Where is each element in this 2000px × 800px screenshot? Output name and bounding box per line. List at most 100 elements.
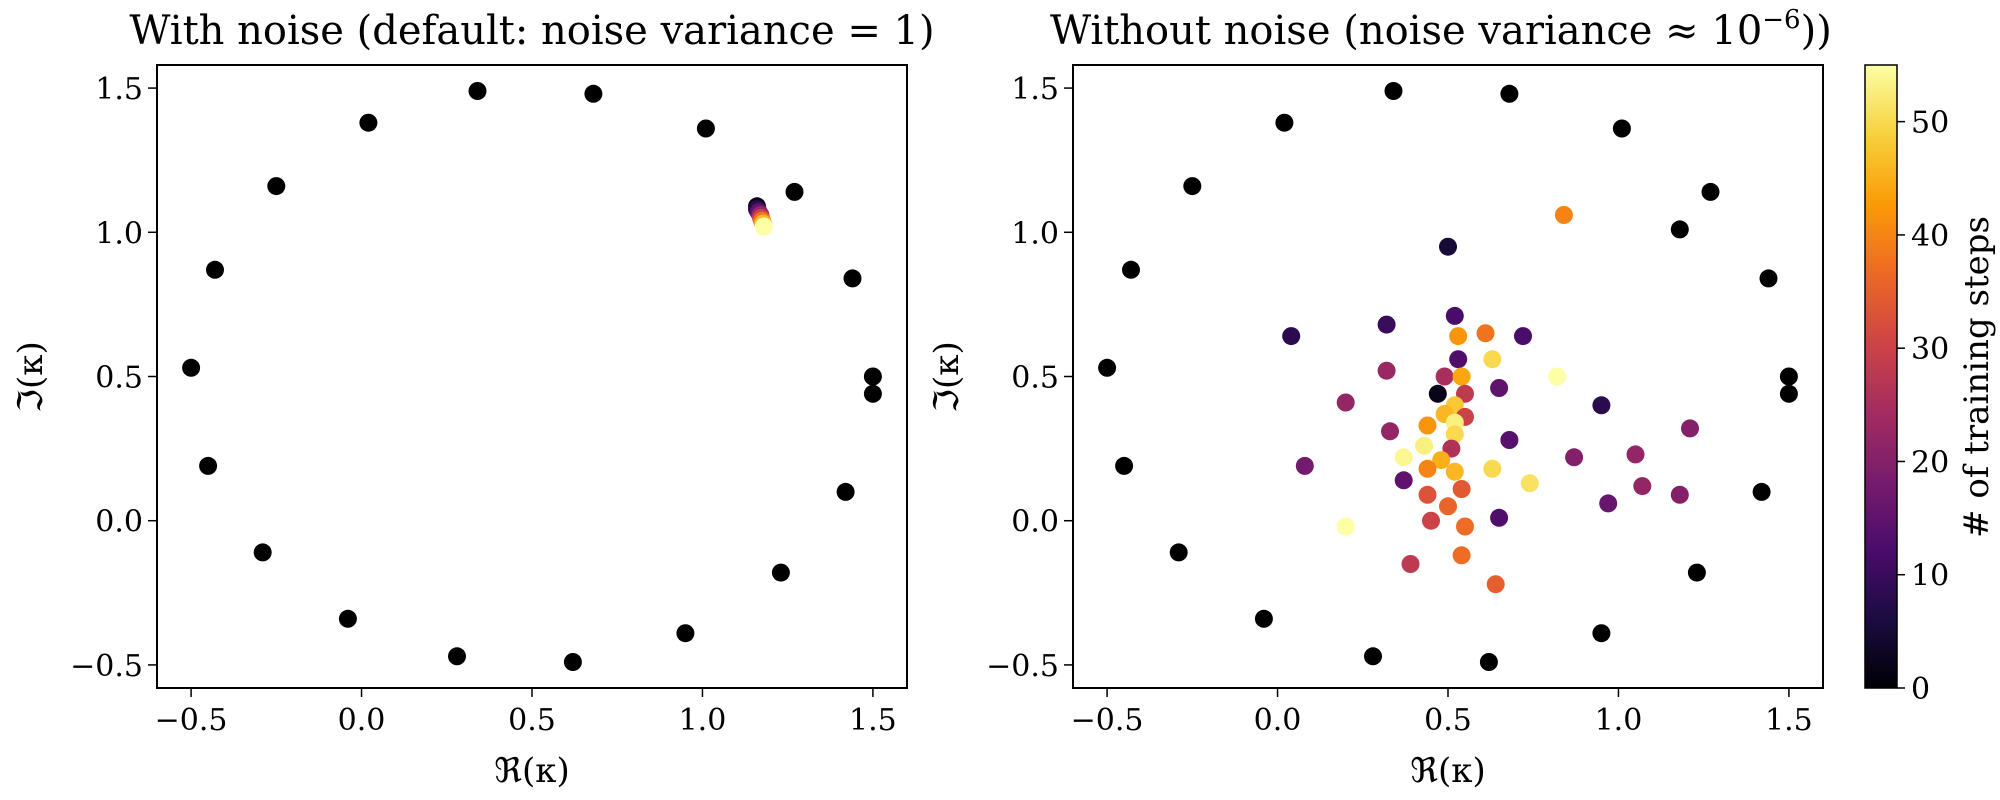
eigenvalue-point	[771, 563, 790, 582]
y-tick-label: 0.0	[1011, 505, 1059, 540]
eigenvalue-point	[584, 84, 603, 103]
training-step-point	[1626, 445, 1645, 464]
training-step-point	[1633, 477, 1652, 496]
x-tick-label: 0.5	[508, 703, 556, 738]
colorbar-tick-label: 30	[1911, 332, 1949, 367]
plot-area-frame	[156, 64, 908, 689]
eigenvalue-point	[1275, 113, 1294, 132]
training-step-point	[1401, 555, 1420, 573]
eigenvalue-point	[863, 367, 882, 386]
training-step-point	[1282, 327, 1301, 346]
training-step-point	[1432, 451, 1451, 470]
eigenvalue-point	[267, 177, 286, 196]
colorbar-tick-label: 40	[1911, 219, 1949, 254]
eigenvalue-point	[1592, 624, 1611, 643]
training-step-point	[1500, 431, 1519, 449]
eigenvalue-point	[1479, 653, 1498, 671]
training-step-point	[1295, 456, 1314, 475]
training-step-point	[1418, 485, 1437, 504]
training-step-point	[1449, 327, 1468, 346]
x-tick-label: 0.0	[1254, 703, 1302, 738]
eigenvalue-point	[1254, 609, 1273, 628]
training-step-point	[1456, 384, 1474, 403]
eigenvalue-point	[1752, 482, 1771, 501]
eigenvalue-point	[206, 260, 224, 279]
training-step-point	[1439, 237, 1457, 256]
y-axis-ticks: −0.5 0.0 0.5 1.0 1.5	[986, 72, 1073, 684]
eigenvalue-point	[1612, 119, 1631, 138]
x-tick-label: 0.0	[338, 703, 386, 738]
y-tick-label: 0.5	[1011, 361, 1059, 396]
eigenvalue-point	[199, 456, 218, 475]
chart-title: Without noise (noise variance ≈ 10−6))	[1050, 5, 1832, 54]
training-step-point	[1452, 480, 1471, 498]
colorbar-tick-label: 20	[1911, 445, 1949, 480]
colorbar-tick-label: 50	[1911, 106, 1949, 141]
eigenvalue-point	[1701, 182, 1720, 201]
training-step-point	[1418, 459, 1437, 478]
training-step-point	[1394, 471, 1413, 490]
scatter-panel-without-noise: Without noise (noise variance ≈ 10−6)) −…	[927, 5, 1832, 791]
training-step-point	[1490, 508, 1509, 527]
training-step-point	[1476, 324, 1495, 343]
colorbar-ticks: 0 10 20 30 40 50	[1897, 106, 1949, 707]
eigenvalue-point	[836, 482, 855, 501]
scatter-panel-with-noise: With noise (default: noise variance = 1)…	[11, 8, 935, 791]
eigenvalue-point	[1759, 269, 1778, 288]
training-step-point	[1456, 517, 1474, 536]
colorbar-tick-label: 0	[1911, 672, 1930, 707]
eigenvalue-point	[863, 384, 882, 403]
eigenvalue-point	[785, 182, 804, 201]
eigenvalue-point	[676, 624, 695, 643]
y-tick-label: 0.0	[95, 505, 143, 540]
chart-title-superscript: −6	[1762, 5, 1800, 35]
y-tick-label: 1.0	[95, 216, 143, 251]
eigenvalue-point	[563, 653, 582, 671]
y-tick-label: −0.5	[70, 649, 143, 684]
eigenvalue-point	[1098, 358, 1117, 377]
x-axis-ticks: −0.5 0.0 0.5 1.0 1.5	[155, 688, 897, 738]
chart-title-close: ))	[1801, 8, 1832, 54]
x-tick-label: −0.5	[155, 703, 228, 738]
eigenvalue-point	[182, 358, 201, 377]
x-tick-label: 1.0	[679, 703, 727, 738]
eigenvalue-point	[1169, 543, 1188, 562]
colorbar-label: # of training steps	[1957, 216, 1997, 538]
training-step-point	[1415, 436, 1434, 455]
training-step-point	[1439, 497, 1457, 516]
training-step-point	[1681, 419, 1699, 438]
training-step-point	[1377, 315, 1396, 334]
eigenvalue-point	[468, 82, 487, 100]
training-step-point	[1548, 367, 1567, 386]
training-step-point	[1394, 448, 1413, 467]
eigenvalue-point	[338, 609, 357, 628]
training-step-point	[1442, 439, 1461, 458]
points-layer	[182, 82, 882, 671]
training-step-point	[1483, 350, 1502, 369]
training-step-point	[1514, 327, 1532, 346]
y-axis-label: ℑ(κ)	[11, 341, 51, 413]
training-step-point	[1592, 396, 1611, 415]
eigenvalue-point	[1183, 177, 1202, 196]
training-step-point	[1377, 361, 1396, 380]
training-step-point	[1449, 350, 1468, 369]
eigenvalue-point	[843, 269, 862, 288]
training-step-point	[1520, 474, 1539, 493]
training-step-point	[1445, 462, 1464, 481]
training-step-point	[1422, 511, 1440, 530]
training-step-point	[1418, 416, 1437, 435]
x-tick-label: 0.5	[1424, 703, 1472, 738]
training-step-point	[1486, 575, 1505, 594]
training-step-point	[754, 217, 773, 236]
y-axis-label: ℑ(κ)	[927, 341, 967, 413]
eigenvalue-point	[448, 647, 466, 666]
eigenvalue-point	[1500, 84, 1519, 103]
x-tick-label: 1.5	[849, 703, 897, 738]
training-step-point	[1490, 379, 1509, 397]
colorbar: 0 10 20 30 40 50 # of training steps	[1864, 64, 1997, 707]
eigenvalue-point	[253, 543, 272, 562]
training-step-point	[1428, 384, 1447, 403]
x-tick-label: 1.5	[1765, 703, 1813, 738]
training-step-point	[1565, 448, 1584, 467]
